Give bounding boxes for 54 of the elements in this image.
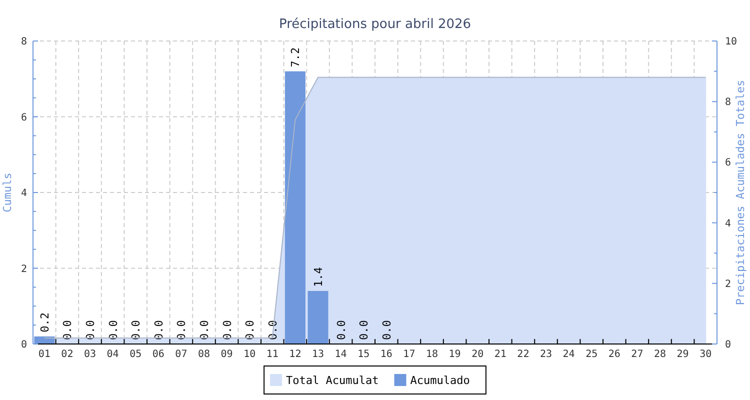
bar bbox=[308, 290, 328, 344]
y2-tick-label: 10 bbox=[725, 36, 738, 48]
x-tick-label: 25 bbox=[586, 349, 598, 360]
x-tick-label: 08 bbox=[198, 349, 210, 360]
x-tick-label: 06 bbox=[152, 349, 164, 360]
x-tick-label: 02 bbox=[61, 349, 74, 360]
y-axis-title: Cumuls bbox=[1, 172, 14, 212]
bar bbox=[284, 71, 306, 344]
x-tick-label: 20 bbox=[472, 349, 484, 360]
y-tick-label: 2 bbox=[20, 264, 27, 275]
x-tick-label: 10 bbox=[244, 349, 256, 360]
y-tick-label: 4 bbox=[20, 188, 27, 199]
y-tick-label: 6 bbox=[20, 112, 27, 124]
x-tick-label: 07 bbox=[175, 349, 188, 360]
x-tick-label: 26 bbox=[608, 349, 620, 360]
x-tick-label: 05 bbox=[130, 349, 142, 360]
y2-tick-label: 2 bbox=[725, 278, 732, 290]
x-tick-label: 13 bbox=[312, 349, 324, 360]
data-label: 1.4 bbox=[312, 266, 325, 287]
y2-tick-label: 4 bbox=[725, 218, 732, 230]
x-tick-label: 27 bbox=[631, 349, 644, 360]
x-tick-label: 12 bbox=[289, 349, 302, 360]
x-tick-label: 22 bbox=[517, 349, 530, 360]
chart-title: Précipitations pour abril 2026 bbox=[278, 17, 472, 32]
x-tick-label: 09 bbox=[220, 349, 233, 360]
x-tick-label: 19 bbox=[448, 349, 461, 360]
x-tick-label: 17 bbox=[403, 349, 416, 360]
data-label: 0.0 bbox=[334, 320, 348, 340]
x-tick-label: 21 bbox=[494, 349, 506, 360]
x-tick-label: 24 bbox=[562, 349, 575, 360]
y2-tick-label: 0 bbox=[725, 340, 732, 350]
x-tick-label: 30 bbox=[700, 349, 712, 360]
x-tick-label: 16 bbox=[380, 349, 392, 360]
x-tick-label: 29 bbox=[676, 349, 689, 360]
legend-label: Total Acumulat bbox=[286, 374, 379, 387]
x-tick-label: 03 bbox=[84, 349, 96, 360]
x-tick-label: 01 bbox=[38, 349, 50, 360]
x-tick-label: 23 bbox=[540, 349, 552, 360]
y2-tick-label: 6 bbox=[725, 158, 732, 169]
legend-label: Acumulado bbox=[410, 374, 470, 387]
y-tick-label: 0 bbox=[20, 340, 27, 350]
x-tick-label: 28 bbox=[654, 349, 666, 360]
y-tick-label: 8 bbox=[20, 36, 27, 48]
x-tick-label: 18 bbox=[426, 349, 438, 360]
x-tick-label: 11 bbox=[266, 349, 278, 360]
y2-tick-label: 8 bbox=[725, 97, 732, 108]
x-tick-label: 15 bbox=[358, 349, 370, 360]
data-label: 0.2 bbox=[38, 312, 52, 332]
x-tick-label: 14 bbox=[334, 349, 347, 360]
data-label: 0.0 bbox=[380, 320, 394, 340]
y2-axis-title: Precipitaciones Acumulades Totales bbox=[734, 80, 747, 306]
x-tick-label: 04 bbox=[106, 349, 119, 360]
data-label: 0.0 bbox=[358, 320, 371, 340]
data-label: 7.2 bbox=[289, 47, 302, 68]
